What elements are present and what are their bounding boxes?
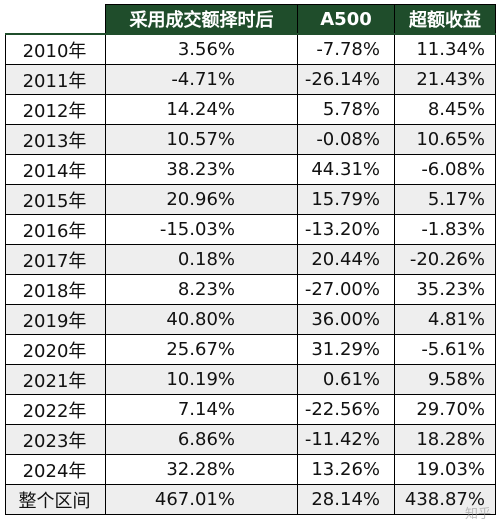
strategy-return-cell: 6.86% [105, 424, 298, 455]
strategy-return-cell: 20.96% [105, 184, 298, 215]
table-row: 2020年 25.67% 31.29% -5.61% [5, 334, 496, 365]
excess-return-cell: 29.70% [394, 394, 496, 425]
a500-return-cell: 44.31% [297, 154, 395, 185]
excess-return-cell: 18.28% [394, 424, 496, 455]
table-row: 2017年 0.18% 20.44% -20.26% [5, 244, 496, 275]
strategy-return-cell: 3.56% [105, 33, 298, 65]
excess-return-cell: 5.17% [394, 184, 496, 215]
row-label-cell: 2020年 [5, 334, 106, 365]
excess-return-cell: 438.87% [394, 484, 496, 515]
excess-return-cell: 8.45% [394, 94, 496, 125]
table-row: 2010年 3.56% -7.78% 11.34% [5, 33, 496, 65]
table-row: 2014年 38.23% 44.31% -6.08% [5, 154, 496, 185]
excess-return-cell: 19.03% [394, 454, 496, 485]
a500-return-cell: 5.78% [297, 94, 395, 125]
a500-return-cell: -22.56% [297, 394, 395, 425]
a500-return-cell: -7.78% [297, 33, 395, 65]
strategy-return-cell: -15.03% [105, 214, 298, 245]
table-row: 2016年 -15.03% -13.20% -1.83% [5, 214, 496, 245]
row-label-cell: 2017年 [5, 244, 106, 275]
a500-return-cell: 20.44% [297, 244, 395, 275]
annual-returns-table: 采用成交额择时后 A500 超额收益 2010年 3.56% -7.78% 11.34… [5, 4, 496, 515]
table-row: 2024年 32.28% 13.26% 19.03% [5, 454, 496, 485]
strategy-return-cell: 0.18% [105, 244, 298, 275]
table-row: 整个区间 467.01% 28.14% 438.87% [5, 484, 496, 515]
row-label-cell: 2024年 [5, 454, 106, 485]
table-row: 2013年 10.57% -0.08% 10.65% [5, 124, 496, 155]
row-label-cell: 2010年 [5, 33, 106, 65]
a500-return-cell: 28.14% [297, 484, 395, 515]
row-label-cell: 整个区间 [5, 484, 106, 515]
excess-return-cell: 35.23% [394, 274, 496, 305]
a500-return-cell: 13.26% [297, 454, 395, 485]
excess-return-cell: 4.81% [394, 304, 496, 335]
excess-return-cell: 9.58% [394, 364, 496, 395]
a500-return-cell: 15.79% [297, 184, 395, 215]
table-row: 2015年 20.96% 15.79% 5.17% [5, 184, 496, 215]
row-label-cell: 2018年 [5, 274, 106, 305]
table-row: 2022年 7.14% -22.56% 29.70% [5, 394, 496, 425]
row-label-cell: 2011年 [5, 64, 106, 95]
row-label-cell: 2013年 [5, 124, 106, 155]
a500-return-cell: -0.08% [297, 124, 395, 155]
table-row: 2019年 40.80% 36.00% 4.81% [5, 304, 496, 335]
table-header: 采用成交额择时后 A500 超额收益 [5, 4, 496, 35]
strategy-return-cell: 14.24% [105, 94, 298, 125]
row-label-cell: 2016年 [5, 214, 106, 245]
row-label-cell: 2012年 [5, 94, 106, 125]
row-label-cell: 2014年 [5, 154, 106, 185]
excess-return-cell: -5.61% [394, 334, 496, 365]
strategy-return-cell: 7.14% [105, 394, 298, 425]
a500-return-cell: 0.61% [297, 364, 395, 395]
a500-return-cell: -11.42% [297, 424, 395, 455]
strategy-return-cell: 25.67% [105, 334, 298, 365]
excess-return-cell: -20.26% [394, 244, 496, 275]
strategy-return-cell: -4.71% [105, 64, 298, 95]
row-label-cell: 2021年 [5, 364, 106, 395]
header-row: 采用成交额择时后 A500 超额收益 [5, 4, 496, 35]
header-corner-cell [5, 4, 106, 35]
row-label-cell: 2015年 [5, 184, 106, 215]
header-a500: A500 [297, 4, 395, 35]
a500-return-cell: 36.00% [297, 304, 395, 335]
a500-return-cell: -13.20% [297, 214, 395, 245]
strategy-return-cell: 40.80% [105, 304, 298, 335]
strategy-return-cell: 32.28% [105, 454, 298, 485]
strategy-return-cell: 8.23% [105, 274, 298, 305]
returns-table-container: 采用成交额择时后 A500 超额收益 2010年 3.56% -7.78% 11.34… [5, 4, 496, 515]
table-row: 2012年 14.24% 5.78% 8.45% [5, 94, 496, 125]
row-label-cell: 2023年 [5, 424, 106, 455]
strategy-return-cell: 467.01% [105, 484, 298, 515]
table-row: 2011年 -4.71% -26.14% 21.43% [5, 64, 496, 95]
excess-return-cell: 10.65% [394, 124, 496, 155]
excess-return-cell: 21.43% [394, 64, 496, 95]
table-row: 2018年 8.23% -27.00% 35.23% [5, 274, 496, 305]
excess-return-cell: 11.34% [394, 33, 496, 65]
a500-return-cell: 31.29% [297, 334, 395, 365]
a500-return-cell: -26.14% [297, 64, 395, 95]
strategy-return-cell: 38.23% [105, 154, 298, 185]
row-label-cell: 2019年 [5, 304, 106, 335]
excess-return-cell: -6.08% [394, 154, 496, 185]
excess-return-cell: -1.83% [394, 214, 496, 245]
table-row: 2023年 6.86% -11.42% 18.28% [5, 424, 496, 455]
table-body: 2010年 3.56% -7.78% 11.34% 2011年 -4.71% -26.14%… [5, 33, 496, 515]
row-label-cell: 2022年 [5, 394, 106, 425]
header-excess-return: 超额收益 [394, 4, 496, 35]
header-strategy: 采用成交额择时后 [105, 4, 298, 35]
a500-return-cell: -27.00% [297, 274, 395, 305]
strategy-return-cell: 10.57% [105, 124, 298, 155]
strategy-return-cell: 10.19% [105, 364, 298, 395]
table-row: 2021年 10.19% 0.61% 9.58% [5, 364, 496, 395]
